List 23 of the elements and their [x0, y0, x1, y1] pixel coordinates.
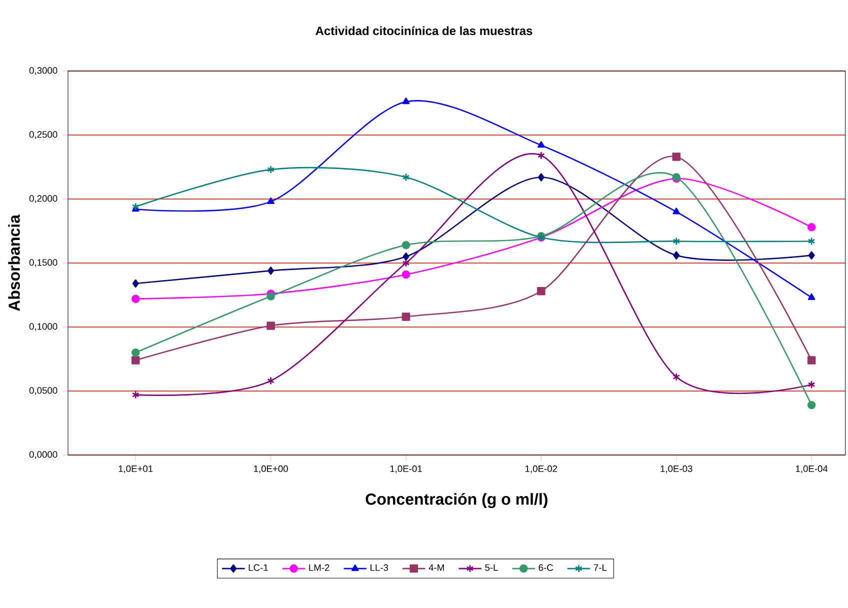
- legend-label: 6-C: [538, 564, 553, 571]
- legend-label: LL-3: [370, 564, 388, 571]
- x-tick-label: 1,0E+01: [118, 465, 153, 474]
- legend-label: LC-1: [248, 564, 268, 571]
- y-tick-label: 0,0000: [29, 451, 58, 459]
- legend-label: 4-M: [428, 564, 444, 571]
- x-tick-label: 1,0E-02: [526, 465, 558, 474]
- x-axis-title: Concentración (g o ml/l): [366, 492, 548, 508]
- legend-label: 7-L: [594, 564, 607, 571]
- chart-title: Actividad citocinínica de las muestras: [316, 26, 532, 36]
- legend-label: LM-2: [309, 564, 330, 571]
- y-tick-label: 0,2000: [29, 195, 58, 203]
- y-tick-label: 0,0500: [29, 387, 58, 395]
- x-tick-label: 1,0E-01: [390, 465, 422, 474]
- x-tick-label: 1,0E-03: [660, 465, 692, 474]
- y-tick-label: 0,1000: [29, 323, 58, 331]
- x-tick-label: 1,0E+00: [254, 465, 288, 474]
- y-tick-label: 0,2500: [29, 131, 58, 139]
- y-tick-label: 0,1500: [29, 259, 58, 267]
- x-tick-label: 1,0E-04: [796, 465, 828, 474]
- y-axis-title: Absorbancia: [8, 214, 20, 312]
- y-tick-label: 0,3000: [29, 67, 58, 75]
- legend-label: 5-L: [485, 564, 498, 571]
